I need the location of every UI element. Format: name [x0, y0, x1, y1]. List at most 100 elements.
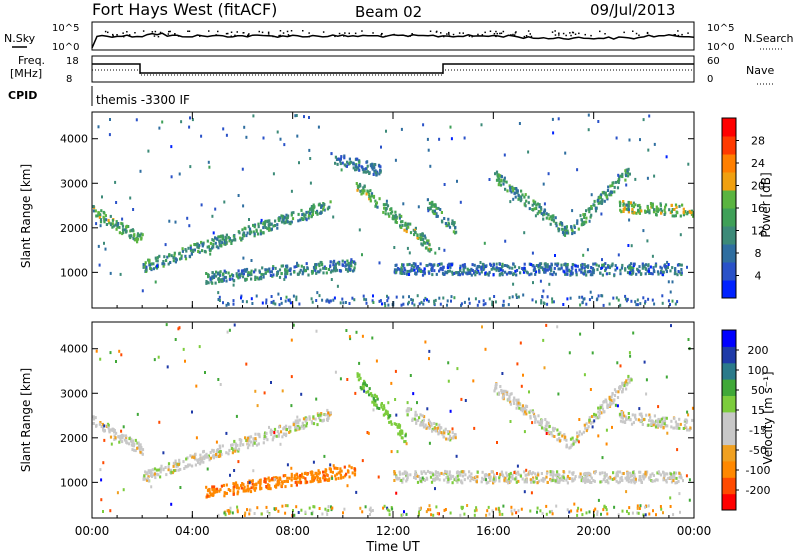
heatmap-cell — [536, 510, 538, 514]
heatmap-cell — [312, 505, 315, 509]
heatmap-cell — [622, 411, 625, 415]
heatmap-cell — [519, 474, 522, 478]
heatmap-cell — [513, 265, 517, 269]
heatmap-cell — [491, 509, 494, 513]
heatmap-cell — [480, 270, 483, 274]
heatmap-cell — [508, 475, 511, 479]
heatmap-cell — [225, 233, 228, 237]
heatmap-cell — [434, 251, 437, 255]
heatmap-cell — [141, 289, 144, 293]
heatmap-cell — [433, 302, 436, 306]
heatmap-cell — [384, 203, 387, 207]
heatmap-cell — [134, 438, 137, 442]
heatmap-cell — [565, 264, 568, 268]
noise-search-point — [199, 35, 201, 37]
colorbar-segment — [722, 460, 736, 478]
heatmap-cell — [628, 263, 632, 267]
heatmap-cell — [437, 512, 440, 516]
heatmap-cell — [406, 407, 409, 411]
heatmap-cell — [328, 467, 331, 471]
heatmap-cell — [661, 294, 664, 298]
heatmap-cell — [405, 227, 408, 231]
heatmap-cell — [152, 267, 155, 271]
noise-search-point — [558, 32, 560, 34]
heatmap-cell — [274, 219, 277, 223]
heatmap-cell — [513, 508, 516, 512]
heatmap-cell — [669, 303, 671, 306]
noise-search-point — [234, 34, 236, 37]
noise-search-point — [153, 35, 156, 37]
heatmap-cell — [363, 189, 366, 193]
colorbar-tick-label: 15 — [751, 404, 765, 417]
heatmap-cell — [527, 150, 530, 154]
heatmap-cell — [625, 478, 628, 482]
heatmap-cell — [647, 504, 650, 508]
heatmap-cell — [316, 478, 319, 482]
heatmap-cell — [304, 419, 307, 423]
heatmap-cell — [456, 179, 458, 183]
heatmap-cell — [590, 266, 593, 269]
heatmap-cell — [435, 422, 438, 426]
heatmap-cell — [645, 413, 648, 417]
noise-search-point — [448, 31, 450, 34]
heatmap-cell — [666, 260, 669, 264]
heatmap-cell — [121, 222, 124, 226]
heatmap-cell — [530, 272, 533, 276]
heatmap-cell — [451, 431, 454, 435]
heatmap-cell — [459, 473, 462, 477]
heatmap-cell — [394, 158, 397, 162]
heatmap-cell — [680, 273, 683, 276]
heatmap-cell — [542, 217, 545, 221]
heatmap-cell — [406, 476, 409, 480]
heatmap-cell — [194, 243, 197, 247]
heatmap-cell — [322, 271, 325, 275]
heatmap-cell — [663, 420, 666, 424]
heatmap-cell — [135, 237, 138, 241]
heatmap-cell — [571, 232, 574, 236]
heatmap-cell — [351, 296, 354, 300]
heatmap-cell — [280, 264, 283, 268]
heatmap-cell — [320, 204, 324, 208]
heatmap-cell — [96, 214, 99, 218]
heatmap-cell — [605, 400, 608, 404]
heatmap-cell — [627, 480, 630, 484]
heatmap-cell — [115, 220, 118, 224]
heatmap-cell — [618, 387, 621, 391]
heatmap-cell — [108, 429, 111, 433]
heatmap-cell — [591, 269, 594, 273]
heatmap-cell — [333, 296, 336, 300]
heatmap-cell — [500, 388, 503, 392]
heatmap-cell — [234, 449, 237, 453]
heatmap-cell — [302, 218, 305, 221]
heatmap-cell — [294, 428, 297, 432]
heatmap-cell — [660, 211, 663, 215]
heatmap-cell — [198, 250, 201, 254]
heatmap-cell — [361, 253, 363, 257]
heatmap-cell — [498, 269, 501, 273]
heatmap-cell — [441, 271, 444, 275]
heatmap-cell — [549, 272, 552, 276]
heatmap-cell — [592, 479, 595, 482]
heatmap-cell — [230, 443, 233, 447]
heatmap-cell — [508, 266, 511, 270]
heatmap-cell — [446, 299, 449, 303]
heatmap-cell — [217, 298, 220, 301]
heatmap-cell — [431, 209, 434, 213]
heatmap-cell — [175, 464, 178, 468]
heatmap-cell — [393, 216, 396, 220]
heatmap-cell — [231, 443, 234, 447]
heatmap-cell — [272, 476, 275, 480]
heatmap-cell — [671, 473, 674, 476]
heatmap-cell — [651, 298, 654, 302]
heatmap-cell — [318, 507, 321, 510]
heatmap-cell — [405, 223, 409, 227]
heatmap-cell — [601, 191, 604, 195]
heatmap-cell — [595, 206, 598, 210]
heatmap-cell — [401, 472, 404, 476]
heatmap-cell — [404, 434, 407, 438]
noise-search-point — [512, 33, 514, 36]
heatmap-cell — [653, 174, 656, 178]
heatmap-cell — [293, 270, 296, 274]
heatmap-cell — [279, 442, 282, 446]
heatmap-cell — [671, 299, 674, 303]
